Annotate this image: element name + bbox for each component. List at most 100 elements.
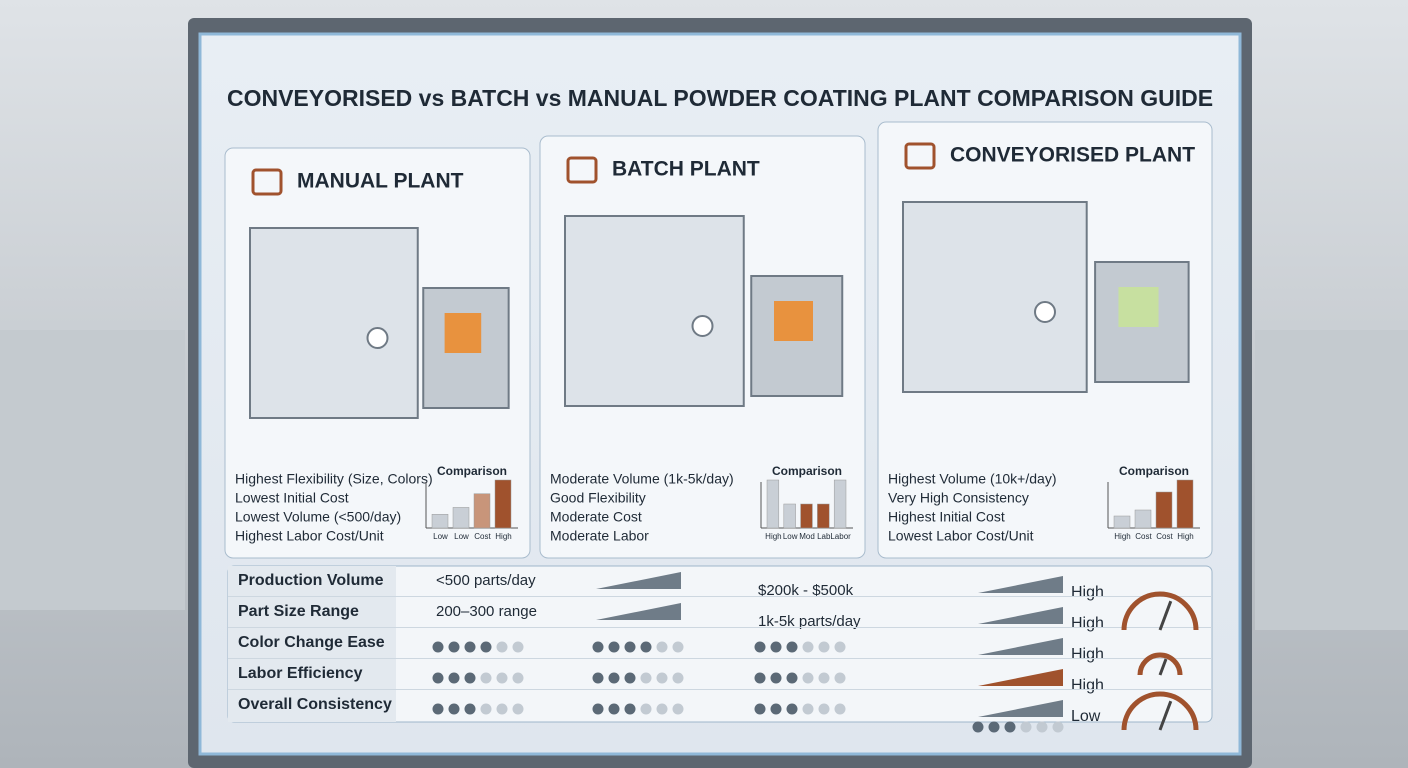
comparison-label: High [765, 532, 781, 541]
rating-dot [770, 672, 782, 684]
comparison-title: Comparison [772, 464, 842, 478]
feature: Good Flexibility [550, 490, 646, 506]
rating-dot [432, 672, 444, 684]
illustration-operator [366, 327, 389, 349]
feature: Lowest Volume (<500/day) [235, 509, 401, 525]
plant-name: CONVEYORISED PLANT [950, 144, 1195, 167]
feature: Moderate Volume (1k-5k/day) [550, 471, 734, 487]
comparison-bar [452, 507, 470, 529]
rating-dot [818, 703, 830, 715]
level-text: Low [1071, 708, 1101, 725]
rating-dot [818, 672, 830, 684]
row-label: Part Size Range [238, 603, 359, 620]
rating-dot [656, 703, 668, 715]
rating-dot [480, 641, 492, 653]
comparison-bar [783, 503, 796, 529]
table-label-column [228, 566, 396, 722]
rating-dot [802, 641, 814, 653]
feature: Lowest Initial Cost [235, 490, 349, 506]
rating-dots [754, 672, 846, 684]
rating-dot [802, 703, 814, 715]
level-wedge [978, 576, 1063, 593]
rating-dot [1036, 721, 1048, 733]
rating-dot [512, 703, 524, 715]
row-label: Labor Efficiency [238, 665, 363, 682]
rating-dots [754, 703, 846, 715]
feature: Moderate Labor [550, 528, 649, 544]
rating-dots [972, 721, 1064, 733]
rating-dot [672, 672, 684, 684]
illustration-booth [249, 227, 419, 419]
rating-dot [640, 672, 652, 684]
rating-dot [640, 703, 652, 715]
illustration-window [1118, 287, 1159, 327]
rating-dot [1004, 721, 1016, 733]
rating-dot [754, 641, 766, 653]
comparison-label: Cost [1156, 532, 1173, 541]
comparison-label: Low [433, 532, 448, 541]
rating-dot [592, 703, 604, 715]
rating-dot [480, 703, 492, 715]
comparison-title: Comparison [1119, 464, 1189, 478]
comparison-label: Low [783, 532, 798, 541]
rating-dot [496, 703, 508, 715]
comparison-label: High [495, 532, 511, 541]
comparison-bar [817, 503, 830, 529]
rating-dot [672, 641, 684, 653]
level-wedge [596, 572, 681, 589]
illustration-window [444, 313, 482, 353]
cell-text: 200–300 range [436, 603, 537, 620]
rating-dot [656, 672, 668, 684]
comparison-bar [833, 479, 847, 529]
plant-icon [251, 168, 283, 196]
comparison-label: Labor [830, 532, 851, 541]
gauge-needle [1158, 600, 1173, 631]
level-wedge [978, 669, 1063, 686]
rating-dot [624, 672, 636, 684]
rating-dot [608, 703, 620, 715]
gauge [1121, 691, 1199, 731]
level-wedge [978, 700, 1063, 717]
rating-dot [496, 641, 508, 653]
feature: Highest Flexibility (Size, Colors) [235, 471, 433, 487]
feature: Highest Initial Cost [888, 509, 1005, 525]
rating-dot [988, 721, 1000, 733]
rating-dot [640, 641, 652, 653]
rating-dot [786, 641, 798, 653]
feature: Moderate Cost [550, 509, 642, 525]
rating-dot [770, 703, 782, 715]
table: Production Volume <500 parts/day $200k - $… [228, 572, 1212, 733]
level-wedge [978, 638, 1063, 655]
rating-dot [1052, 721, 1064, 733]
rating-dots [432, 641, 524, 653]
panels: MANUAL PLANT Highest Flexibility (Size, C… [224, 121, 1213, 559]
plant-name: BATCH PLANT [612, 158, 760, 181]
feature: Highest Labor Cost/Unit [235, 528, 384, 544]
plant-icon [904, 142, 936, 170]
comparison-label: Lab [817, 532, 831, 541]
comparison-bar [766, 479, 780, 529]
rating-dot [624, 641, 636, 653]
rating-dot [834, 703, 846, 715]
rating-dot [592, 672, 604, 684]
level-text: High [1071, 584, 1104, 601]
level-text: High [1071, 615, 1104, 632]
cell-text: $200k - $500k [758, 582, 854, 599]
rating-dot [480, 672, 492, 684]
rating-dot [464, 703, 476, 715]
feature: Very High Consistency [888, 490, 1029, 506]
rating-dot [818, 641, 830, 653]
row-label: Color Change Ease [238, 634, 385, 651]
rating-dot [754, 672, 766, 684]
level-text: High [1071, 646, 1104, 663]
rating-dot [448, 641, 460, 653]
gauge-needle [1158, 700, 1173, 731]
cell-text: 1k-5k parts/day [758, 613, 861, 630]
rating-dot [592, 641, 604, 653]
rating-dot [972, 721, 984, 733]
comparison-bar [1113, 515, 1131, 529]
comparison-label: High [1177, 532, 1193, 541]
plant-icon [566, 156, 598, 184]
comparison-bar [800, 503, 813, 529]
rating-dot [1020, 721, 1032, 733]
